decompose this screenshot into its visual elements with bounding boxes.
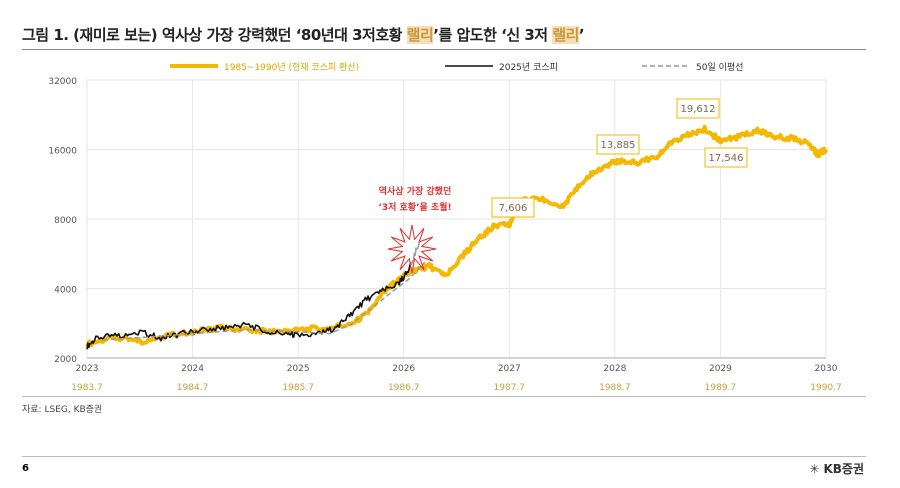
callout-text: 역사상 가장 강했던	[379, 185, 452, 197]
callout-text: ‘3저 호황’을 초월!	[378, 201, 451, 213]
x-tick-label: 2025	[287, 364, 310, 374]
logo-text: KB증권	[823, 462, 864, 476]
page-number: 6	[22, 463, 29, 474]
title-text: ’	[578, 26, 585, 44]
source-rule	[22, 396, 866, 397]
legend-label: 50일 이평선	[696, 62, 743, 73]
x-tick-label-secondary: 1986.7	[388, 383, 420, 393]
x-tick-label: 2026	[392, 364, 415, 374]
x-tick-label: 2029	[709, 364, 732, 374]
x-tick-label-secondary: 1990.7	[810, 383, 842, 393]
annotation-label: 13,885	[601, 140, 636, 151]
y-tick-label: 4000	[54, 286, 77, 296]
kb-logo: ✳ KB증권	[809, 462, 864, 476]
title-rule	[22, 49, 866, 50]
title-text: ’를 압도한 ‘신 3저	[433, 26, 553, 44]
x-tick-label-secondary: 1989.7	[705, 383, 737, 393]
series-line-gold	[85, 124, 828, 348]
chart: 2000 4000 8000 16000 32000 2023 1983.7 2024 1984…	[48, 61, 842, 393]
annotation-box	[676, 98, 720, 119]
annotation-box	[491, 197, 535, 218]
x-tick-label-secondary: 1984.7	[177, 383, 209, 393]
x-tick-label-secondary: 1987.7	[494, 383, 526, 393]
x-tick-label-secondary: 1983.7	[71, 383, 103, 393]
x-tick-label: 2027	[498, 364, 521, 374]
series-line-black	[86, 241, 421, 350]
source-note: 자료: LSEG, KB증권	[22, 405, 103, 415]
title-text: 그림 1. (재미로 보는) 역사상 가장 강력했던 ‘80년대 3저호황	[22, 26, 407, 44]
x-tick-label-secondary: 1988.7	[599, 383, 631, 393]
footer-rule	[22, 456, 866, 457]
y-tick-label: 2000	[54, 355, 77, 365]
x-tick-label: 2028	[603, 364, 626, 374]
annotation-label: 17,546	[709, 153, 744, 164]
y-tick-label: 32000	[48, 77, 77, 87]
legend-label: 1985~1990년 (현재 코스피 환산)	[224, 61, 359, 73]
x-tick-label: 2024	[181, 364, 204, 374]
title-highlight: 랠리	[406, 26, 434, 44]
x-tick-label-secondary: 1985.7	[282, 383, 314, 393]
figure-title: 그림 1. (재미로 보는) 역사상 가장 강력했던 ‘80년대 3저호황 랠리…	[22, 24, 585, 45]
legend-label: 2025년 코스피	[499, 62, 558, 73]
annotation-label: 7,606	[499, 203, 528, 214]
x-tick-label: 2030	[815, 364, 838, 374]
y-tick-label: 16000	[48, 147, 77, 157]
series-line-ma	[102, 261, 426, 341]
starburst-icon	[387, 224, 437, 274]
y-tick-label: 8000	[54, 216, 77, 226]
annotation-label: 19,612	[681, 104, 716, 115]
annotation-box	[704, 147, 748, 168]
title-highlight: 랠리	[552, 26, 579, 44]
x-tick-label: 2023	[76, 364, 99, 374]
annotation-box	[596, 134, 640, 155]
